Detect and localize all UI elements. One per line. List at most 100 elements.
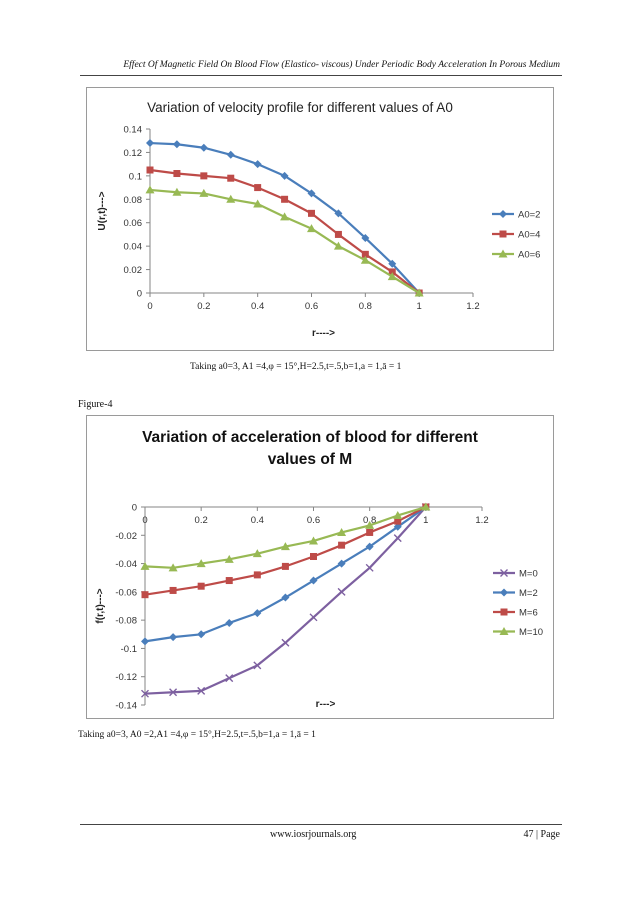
legend-label: M=0 [519, 569, 538, 580]
footer-rule [80, 824, 562, 825]
y-tick-label: 0.14 [124, 125, 143, 136]
legend-marker [499, 210, 507, 218]
x-tick-label: 0.6 [305, 301, 318, 312]
footer-page-number: 47 | Page [523, 829, 560, 840]
data-point-a0-2 [361, 233, 370, 242]
data-point-a0-4 [388, 268, 396, 276]
data-point-a0-6 [253, 199, 263, 208]
data-point-m-6 [366, 528, 374, 536]
data-point-m-2 [141, 637, 149, 646]
data-point-m-2 [169, 633, 178, 642]
data-point-a0-4 [361, 250, 369, 258]
data-point-a0-2 [253, 160, 262, 169]
data-point-a0-6 [360, 255, 370, 264]
data-point-a0-6 [280, 212, 290, 221]
legend-marker [500, 569, 508, 577]
data-point-a0-2 [388, 259, 397, 268]
data-point-a0-6 [172, 187, 182, 196]
x-tick-label: 0.2 [195, 515, 208, 526]
data-point-m-6 [338, 541, 346, 549]
legend-label: M=6 [519, 608, 538, 619]
y-tick-label: 0.06 [124, 218, 143, 229]
data-point-a0-6 [145, 185, 155, 194]
x-tick-label: 0.4 [251, 301, 264, 312]
x-tick-label: 1 [417, 301, 422, 312]
x-tick-label: 1 [423, 515, 428, 526]
y-tick-label: -0.06 [115, 587, 137, 598]
data-point-m-6 [281, 562, 289, 570]
data-point-a0-4 [173, 170, 181, 178]
data-point-m-10 [196, 559, 206, 568]
data-point-m-10 [309, 536, 318, 545]
data-point-a0-2 [199, 143, 208, 152]
chart-title-line-2: values of M [268, 451, 352, 468]
data-point-m-2 [309, 576, 318, 585]
data-point-m-10 [168, 563, 178, 572]
y-tick-label: -0.08 [115, 616, 137, 627]
legend-label: M=10 [519, 627, 543, 638]
velocity-chart-frame: Variation of velocity profile for differ… [86, 87, 554, 351]
x-tick-label: 0.4 [251, 515, 264, 526]
data-point-a0-6 [226, 194, 236, 203]
y-tick-label: 0.04 [124, 242, 143, 253]
legend-label: A0=6 [518, 250, 540, 261]
data-point-m-0 [225, 674, 234, 683]
data-point-a0-2 [307, 189, 316, 198]
data-point-m-2 [253, 609, 262, 618]
acceleration-chart-frame: Variation of acceleration of blood for d… [86, 415, 554, 719]
y-tick-label: -0.04 [115, 559, 137, 570]
data-point-m-6 [225, 577, 233, 585]
caption-acceleration: Taking a0=3, A0 =2,A1 =4,φ = 15°,H=2.5,t… [78, 730, 316, 740]
data-point-m-0 [169, 688, 178, 697]
data-point-a0-2 [280, 171, 289, 180]
data-point-a0-6 [199, 188, 209, 197]
data-point-m-6 [197, 582, 205, 590]
data-point-a0-4 [254, 184, 262, 192]
data-point-m-6 [394, 517, 402, 525]
data-point-m-0 [281, 638, 290, 647]
x-tick-label: 0.6 [307, 515, 320, 526]
data-point-m-10 [421, 502, 431, 511]
caption-velocity: Taking a0=3, A1 =4,φ = 15°,H=2.5,t=.5,b=… [190, 362, 402, 372]
y-tick-label: -0.12 [115, 672, 137, 683]
x-tick-label: 0.8 [359, 301, 372, 312]
legend-marker [500, 608, 508, 616]
data-point-a0-6 [387, 272, 397, 281]
legend-label: M=2 [519, 588, 538, 599]
x-axis-label: r----> [312, 328, 335, 339]
data-point-a0-6 [414, 288, 424, 297]
data-point-a0-2 [172, 140, 181, 149]
data-point-m-10 [280, 542, 290, 551]
y-axis-label: U(r,t)---> [97, 191, 108, 230]
data-point-a0-4 [334, 230, 342, 238]
data-point-m-2 [337, 559, 346, 568]
legend-label: A0=4 [518, 230, 540, 241]
series-line-a0-6 [149, 188, 420, 294]
data-point-m-0 [141, 689, 149, 698]
data-point-a0-2 [226, 150, 235, 159]
data-point-a0-2 [334, 209, 343, 218]
data-point-a0-4 [281, 195, 289, 203]
chart-title: Variation of velocity profile for differ… [147, 100, 453, 115]
y-tick-label: 0 [132, 503, 137, 514]
y-tick-label: 0.02 [124, 265, 143, 276]
data-point-a0-4 [200, 172, 208, 180]
running-header: Effect Of Magnetic Field On Blood Flow (… [123, 60, 560, 70]
x-tick-label: 0.8 [363, 515, 376, 526]
x-tick-label: 1.2 [475, 515, 488, 526]
legend-marker [499, 627, 509, 635]
data-point-m-10 [337, 527, 347, 536]
data-point-m-0 [309, 613, 318, 622]
chart-title-line-1: Variation of acceleration of blood for d… [142, 429, 478, 446]
velocity-chart: Variation of velocity profile for differ… [97, 100, 540, 339]
data-point-m-2 [393, 522, 402, 531]
data-point-a0-2 [146, 139, 154, 148]
legend-marker [498, 249, 508, 258]
data-point-m-2 [197, 630, 206, 639]
data-point-m-0 [393, 534, 402, 543]
y-tick-label: 0 [137, 289, 142, 300]
data-point-m-0 [197, 686, 206, 695]
data-point-m-2 [281, 593, 290, 602]
series-line-a0-4 [149, 168, 420, 294]
x-tick-label: 0 [142, 515, 147, 526]
